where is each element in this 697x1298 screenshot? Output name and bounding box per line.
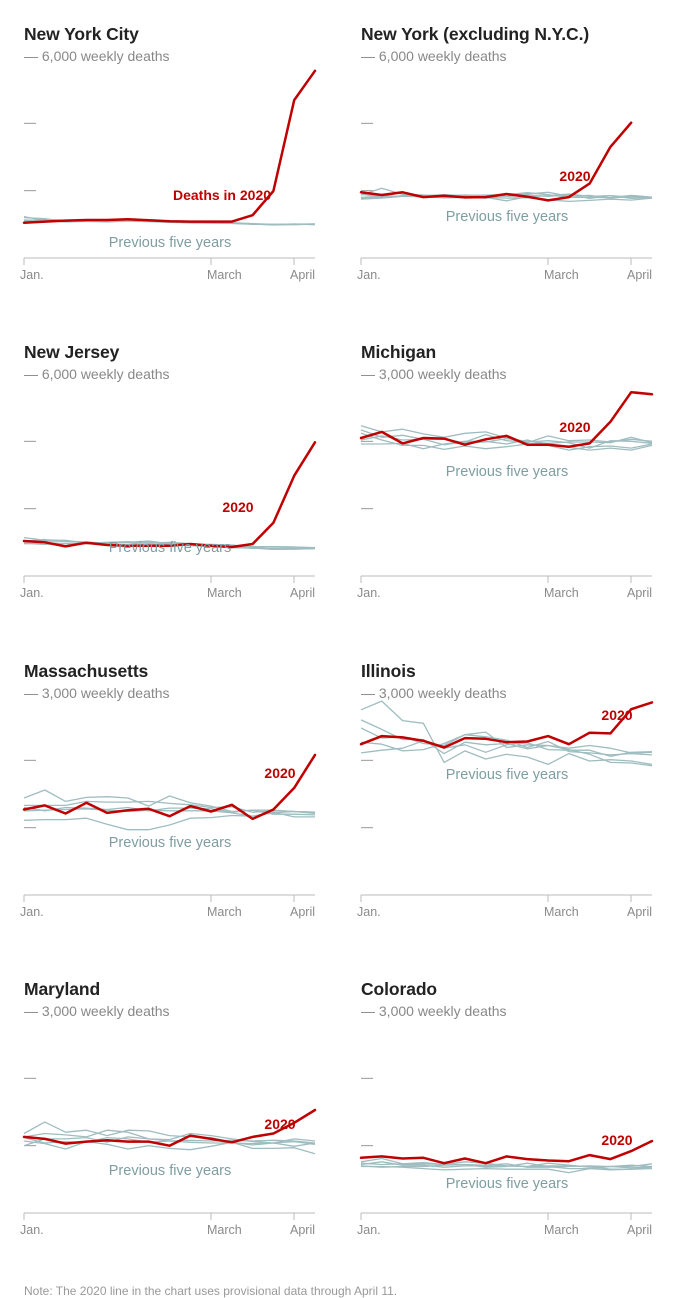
footnote: Note: The 2020 line in the chart uses pr… — [24, 1284, 398, 1298]
series-line-2020 — [22, 1108, 317, 1147]
series-line-previous-year — [360, 740, 653, 757]
panel-title: Illinois — [361, 661, 416, 681]
panel-scale-label: — 6,000 weekly deaths — [24, 48, 170, 64]
series-line-previous-year — [360, 1162, 653, 1170]
line-chart: Jan. March April Previous five years 2020 — [20, 440, 317, 600]
x-tick-label: Jan. — [20, 268, 44, 282]
x-tick-label: April — [290, 1223, 315, 1237]
series-line-previous-year — [360, 1162, 653, 1168]
x-tick-label: April — [627, 1223, 652, 1237]
panel-title: New Jersey — [24, 342, 120, 362]
series-line-previous-year — [360, 429, 653, 445]
previous-years-label: Previous five years — [109, 235, 232, 251]
x-tick-label: Jan. — [357, 268, 381, 282]
x-tick-label: March — [544, 1223, 579, 1237]
panel-scale-label: — 3,000 weekly deaths — [361, 1003, 507, 1019]
x-tick-label: Jan. — [20, 905, 44, 919]
line-chart: Jan. March April Previous five years 2020 — [20, 753, 317, 919]
series-label-2020: 2020 — [559, 168, 590, 184]
chart-panel-michigan: Michigan — 3,000 weekly deaths Jan. March… — [357, 318, 661, 618]
line-chart: Jan. March April Previous five years 2020 — [357, 121, 653, 282]
chart-panel-new-york-city: New York City — 6,000 weekly deaths Jan.… — [20, 0, 324, 300]
series-label-2020: 2020 — [264, 765, 295, 781]
previous-years-label: Previous five years — [109, 540, 232, 556]
panel-scale-label: — 3,000 weekly deaths — [24, 1003, 170, 1019]
series-line-2020 — [22, 441, 317, 549]
x-tick-label: March — [544, 586, 579, 600]
x-tick-label: Jan. — [20, 586, 44, 600]
chart-panel-colorado: Colorado — 3,000 weekly deaths Jan. March… — [357, 955, 661, 1255]
previous-years-label: Previous five years — [446, 209, 569, 225]
series-line-previous-year — [360, 195, 653, 203]
x-tick-label: March — [544, 905, 579, 919]
line-chart: Jan. March April Previous five years 2020 — [357, 700, 654, 919]
x-tick-label: March — [544, 268, 579, 282]
panel-title: Maryland — [24, 979, 101, 999]
series-label-2020: Deaths in 2020 — [173, 187, 271, 203]
panel-title: Colorado — [361, 979, 438, 999]
panel-scale-label: — 6,000 weekly deaths — [361, 48, 507, 64]
series-line-2020 — [359, 701, 654, 749]
line-chart: Jan. March April Previous five years 2020 — [357, 390, 654, 600]
series-line-2020 — [22, 753, 317, 821]
chart-panel-massachusetts: Massachusetts — 3,000 weekly deaths Jan.… — [20, 637, 324, 937]
x-tick-label: April — [627, 586, 652, 600]
series-label-2020: 2020 — [222, 499, 253, 515]
x-tick-label: Jan. — [357, 905, 381, 919]
x-tick-label: March — [207, 905, 242, 919]
series-label-2020: 2020 — [601, 1132, 632, 1148]
panel-title: Michigan — [361, 342, 437, 362]
x-tick-label: April — [627, 268, 652, 282]
series-label-2020: 2020 — [264, 1116, 295, 1132]
chart-panel-maryland: Maryland — 3,000 weekly deaths Jan. March… — [20, 955, 324, 1255]
series-line-2020 — [22, 69, 317, 224]
panel-title: New York City — [24, 24, 139, 44]
series-line-2020 — [359, 1139, 654, 1165]
previous-years-label: Previous five years — [109, 1163, 232, 1179]
series-line-previous-year — [361, 1165, 653, 1174]
series-line-2020 — [359, 390, 654, 448]
line-chart: Jan. March April Previous five years 2020 — [20, 1077, 317, 1237]
series-line-previous-year — [23, 540, 316, 549]
series-line-2020 — [359, 121, 633, 202]
chart-panel-new-york-excl-nyc: New York (excluding N.Y.C.) — 6,000 week… — [357, 0, 661, 300]
previous-years-label: Previous five years — [446, 1176, 569, 1192]
panel-scale-label: — 3,000 weekly deaths — [361, 685, 507, 701]
panel-scale-label: — 3,000 weekly deaths — [361, 366, 507, 382]
line-chart: Jan. March April Previous five years Deaths … — [20, 69, 317, 282]
line-chart: Jan. March April Previous five years 2020 — [357, 1077, 654, 1237]
x-tick-label: April — [290, 586, 315, 600]
x-tick-label: April — [627, 905, 652, 919]
x-tick-label: April — [290, 268, 315, 282]
series-line-previous-year — [360, 433, 653, 449]
x-tick-label: Jan. — [20, 1223, 44, 1237]
x-tick-label: April — [290, 905, 315, 919]
panel-scale-label: — 6,000 weekly deaths — [24, 366, 170, 382]
previous-years-label: Previous five years — [446, 767, 569, 783]
series-line-previous-year — [23, 1129, 316, 1145]
series-line-previous-year — [23, 789, 316, 813]
series-label-2020: 2020 — [601, 707, 632, 723]
previous-years-label: Previous five years — [109, 835, 232, 851]
x-tick-label: March — [207, 1223, 242, 1237]
panel-scale-label: — 3,000 weekly deaths — [24, 685, 170, 701]
chart-panel-illinois: Illinois — 3,000 weekly deaths Jan. March… — [357, 637, 661, 937]
panel-title: Massachusetts — [24, 661, 149, 681]
series-line-previous-year — [360, 1161, 653, 1170]
x-tick-label: Jan. — [357, 586, 381, 600]
x-tick-label: March — [207, 268, 242, 282]
panel-title: New York (excluding N.Y.C.) — [361, 24, 590, 44]
previous-years-label: Previous five years — [446, 464, 569, 480]
series-label-2020: 2020 — [559, 419, 590, 435]
x-tick-label: March — [207, 586, 242, 600]
series-line-previous-year — [23, 1140, 316, 1155]
x-tick-label: Jan. — [357, 1223, 381, 1237]
chart-panel-new-jersey: New Jersey — 6,000 weekly deaths Jan. Mar… — [20, 318, 324, 618]
series-line-previous-year — [360, 432, 653, 451]
